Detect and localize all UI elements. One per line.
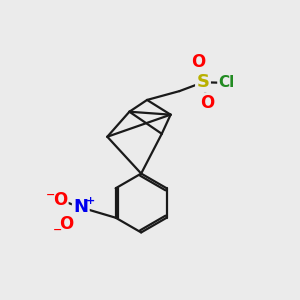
Text: Cl: Cl — [218, 75, 235, 90]
Text: O: O — [53, 191, 67, 209]
Text: O: O — [200, 94, 214, 112]
Text: O: O — [59, 215, 73, 233]
Text: N: N — [73, 198, 88, 216]
Text: −: − — [46, 190, 56, 200]
Text: S: S — [196, 73, 209, 91]
Text: +: + — [86, 196, 95, 206]
Text: O: O — [191, 53, 206, 71]
Text: −: − — [53, 225, 62, 235]
